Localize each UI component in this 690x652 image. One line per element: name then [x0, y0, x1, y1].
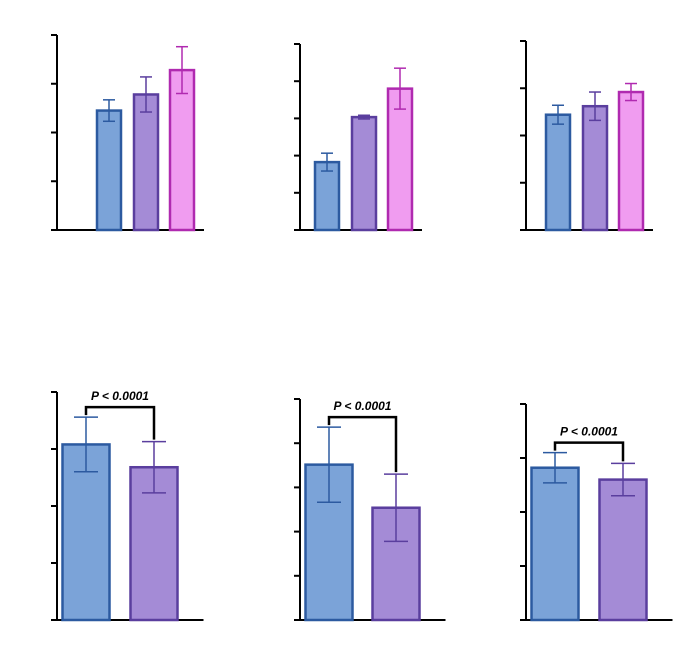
p-value-text: P < 0.0001: [91, 389, 149, 403]
bar-mild-group: [95, 109, 123, 232]
significance-bracket: [84, 405, 156, 440]
significance-bracket: [553, 441, 625, 462]
bar-moderate-group: [350, 115, 378, 232]
bar-mild-group: [544, 113, 572, 232]
bar-mace: [530, 466, 580, 622]
p-value-text: P < 0.0001: [560, 425, 618, 439]
significance-bracket: [327, 415, 398, 473]
panel-E: P < 0.0001: [294, 398, 446, 622]
bar-moderate-group: [132, 93, 160, 232]
p-value-label: P < 0.0001: [560, 425, 618, 439]
p-value-label: P < 0.0001: [334, 399, 392, 413]
bar-n-mace: [598, 478, 648, 622]
panel-D: P < 0.0001: [51, 389, 204, 622]
panel-F: P < 0.0001: [520, 403, 673, 622]
panel-B: [294, 43, 422, 232]
p-value-text: P < 0.0001: [334, 399, 392, 413]
panel-C: [520, 40, 653, 232]
bar-mace: [304, 463, 354, 622]
bar-mace: [61, 443, 111, 622]
panel-A: [51, 34, 204, 232]
bar-severe-group: [386, 87, 414, 232]
bar-mild-group: [313, 160, 341, 232]
p-value-label: P < 0.0001: [91, 389, 149, 403]
bar-moderate-group: [581, 104, 609, 232]
bar-severe-group: [617, 90, 645, 232]
bar-severe-group: [168, 68, 196, 232]
